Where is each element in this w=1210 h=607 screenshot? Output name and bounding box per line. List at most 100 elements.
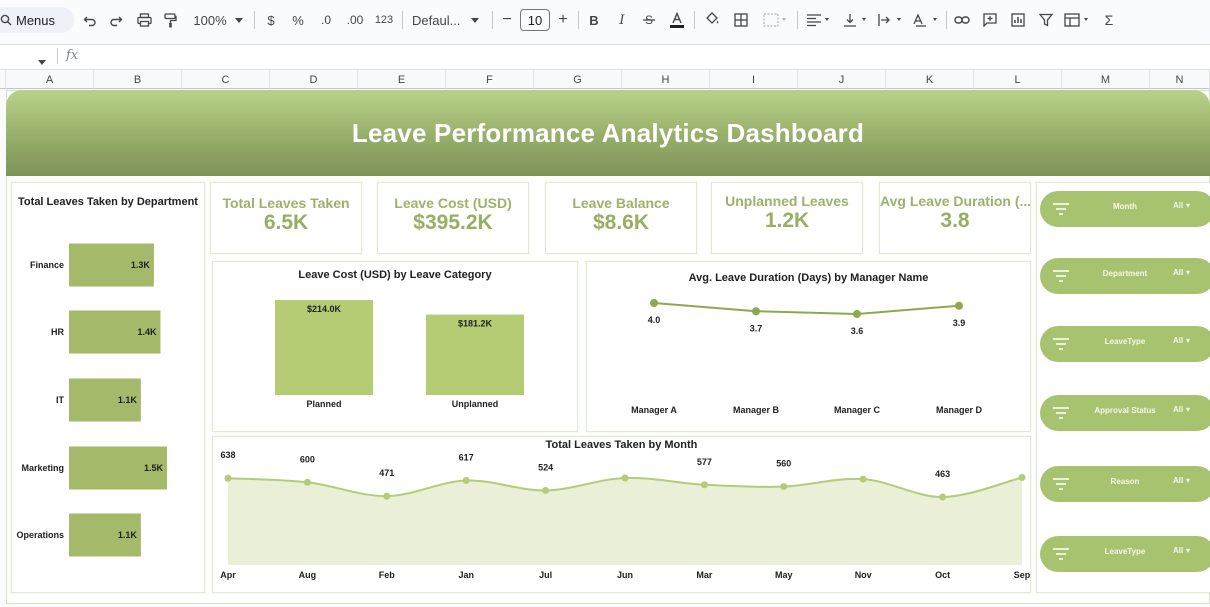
slicer-label: Month [1113, 202, 1137, 211]
currency-button[interactable]: $ [264, 8, 278, 32]
fill-color-icon[interactable] [703, 8, 721, 32]
manager-data-label: 4.0 [648, 315, 661, 325]
slicer-leavetype[interactable]: LeaveType All ▾ [1040, 536, 1210, 572]
toolbar-divider [797, 11, 798, 29]
font-size-input[interactable]: 10 [520, 9, 550, 31]
chevron-down-icon[interactable]: ▾ [1186, 476, 1191, 485]
kpi-card-avg-duration[interactable]: Avg Leave Duration (... 3.8 [879, 182, 1031, 254]
chevron-down-icon[interactable]: ▾ [1186, 268, 1191, 277]
sum-label: Σ [1104, 12, 1114, 28]
column-header[interactable]: D [270, 70, 358, 90]
print-icon[interactable] [135, 8, 153, 32]
category-bar-chart: $214.0K Planned $181.2K Unplanned [275, 300, 524, 409]
column-header[interactable]: J [798, 70, 886, 90]
borders-icon[interactable] [733, 8, 749, 32]
column-header[interactable]: I [710, 70, 798, 90]
kpi-card-unplanned-leaves[interactable]: Unplanned Leaves 1.2K [711, 182, 863, 254]
slicer-value[interactable]: All [1173, 268, 1184, 277]
undo-icon[interactable] [82, 8, 98, 32]
number-format-button[interactable]: 123 [372, 8, 396, 32]
month-point [1018, 473, 1026, 481]
slicer-value[interactable]: All [1173, 336, 1184, 345]
chevron-down-icon[interactable] [470, 8, 480, 32]
month-data-label: 463 [935, 469, 950, 479]
kpi-value: 6.5K [263, 211, 309, 234]
department-bar [69, 378, 141, 422]
kpi-card-leave-balance[interactable]: Leave Balance $8.6K [545, 182, 697, 254]
slicer-approval-status[interactable]: Approval Status All ▾ [1040, 395, 1210, 431]
chevron-down-icon[interactable]: ▾ [1186, 405, 1191, 414]
category-axis-label: Planned [306, 399, 341, 409]
column-header[interactable]: N [1150, 70, 1210, 90]
filter-lines-icon [1053, 203, 1069, 215]
merge-cells-icon[interactable] [762, 8, 788, 32]
slicer-value[interactable]: All [1173, 476, 1184, 485]
zoom-select[interactable]: 100% [190, 8, 230, 32]
slicer-value[interactable]: All [1173, 546, 1184, 555]
functions-button[interactable]: Σ [1102, 8, 1116, 32]
percent-label: % [292, 12, 304, 28]
manager-axis-label: Manager C [834, 405, 881, 415]
department-category-label: HR [51, 327, 64, 337]
insert-comment-icon[interactable] [982, 8, 998, 32]
manager-data-label: 3.9 [953, 318, 966, 328]
filter-views-icon[interactable] [1063, 8, 1093, 32]
menus-button[interactable]: Menus [0, 7, 74, 33]
text-rotation-icon[interactable] [911, 8, 941, 32]
slicer-panel [1036, 182, 1210, 593]
column-header[interactable]: H [622, 70, 710, 90]
month-data-label: 638 [220, 450, 235, 460]
month-point [303, 478, 311, 486]
formula-bar[interactable] [0, 44, 1210, 68]
font-select[interactable]: Defaul... [412, 8, 468, 32]
vertical-align-icon[interactable] [842, 8, 870, 32]
column-header[interactable]: B [94, 70, 182, 90]
column-header[interactable]: K [886, 70, 974, 90]
kpi-value: 3.8 [940, 209, 970, 232]
italic-button[interactable]: I [614, 8, 630, 32]
column-header[interactable]: F [446, 70, 534, 90]
decrease-decimal-button[interactable]: .0 [316, 8, 336, 32]
name-box-chevron-down-icon[interactable] [38, 52, 46, 70]
bold-button[interactable]: B [586, 8, 602, 32]
slicer-reason[interactable]: Reason All ▾ [1040, 466, 1210, 502]
insert-chart-icon[interactable] [1010, 8, 1026, 32]
chevron-down-icon[interactable] [234, 8, 244, 32]
select-all-corner[interactable] [0, 70, 6, 90]
category-chart-card[interactable]: Leave Cost (USD) by Leave Category $214.… [212, 261, 578, 432]
column-header[interactable]: L [974, 70, 1062, 90]
filter-icon[interactable] [1038, 8, 1054, 32]
column-header[interactable]: E [358, 70, 446, 90]
slicer-department[interactable]: Department All ▾ [1040, 258, 1210, 294]
slicer-month[interactable]: Month All ▾ [1040, 191, 1210, 227]
kpi-card-leave-cost[interactable]: Leave Cost (USD) $395.2K [377, 182, 529, 254]
manager-chart-card[interactable]: Avg. Leave Duration (Days) by Manager Na… [586, 261, 1031, 432]
chevron-down-icon[interactable]: ▾ [1186, 546, 1191, 555]
month-chart-card[interactable]: Total Leaves Taken by Month 638 Apr 600 Aug… [212, 436, 1031, 593]
insert-link-icon[interactable] [953, 8, 971, 32]
kpi-card-total-leaves[interactable]: Total Leaves Taken 6.5K [210, 182, 362, 254]
column-header[interactable]: G [534, 70, 622, 90]
percent-button[interactable]: % [290, 8, 306, 32]
column-header[interactable]: A [6, 70, 94, 90]
chevron-down-icon[interactable]: ▾ [1186, 201, 1191, 210]
strikethrough-icon[interactable]: S [641, 8, 657, 32]
horizontal-align-icon[interactable] [805, 8, 833, 32]
column-header[interactable]: M [1062, 70, 1150, 90]
toolbar-divider [694, 11, 695, 29]
slicer-value[interactable]: All [1173, 405, 1184, 414]
increase-decimal-button[interactable]: .00 [344, 8, 366, 32]
decrease-font-size-button[interactable]: − [500, 8, 514, 32]
redo-icon[interactable] [108, 8, 124, 32]
chevron-down-icon[interactable]: ▾ [1186, 336, 1191, 345]
text-wrapping-icon[interactable] [877, 8, 905, 32]
text-color-icon[interactable] [668, 8, 686, 32]
month-chart-title: Total Leaves Taken by Month [545, 439, 698, 451]
paint-format-icon[interactable] [162, 8, 178, 32]
column-header[interactable]: C [182, 70, 270, 90]
department-chart-card[interactable]: Total Leaves Taken by Department Finance… [11, 182, 205, 593]
slicer-value[interactable]: All [1173, 201, 1184, 210]
month-point [224, 474, 232, 482]
increase-font-size-button[interactable]: + [556, 8, 570, 32]
slicer-leavetype[interactable]: LeaveType All ▾ [1040, 326, 1210, 362]
